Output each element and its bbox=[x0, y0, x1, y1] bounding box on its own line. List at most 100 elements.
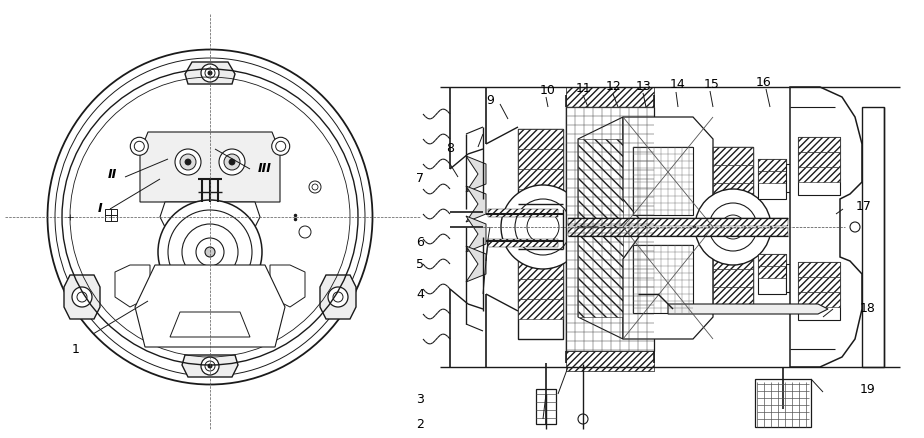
Bar bbox=[713, 184, 753, 201]
Circle shape bbox=[219, 150, 245, 176]
Circle shape bbox=[578, 414, 588, 424]
Bar bbox=[568, 229, 788, 237]
Circle shape bbox=[201, 65, 219, 83]
Text: 13: 13 bbox=[636, 79, 651, 92]
Text: 16: 16 bbox=[756, 75, 772, 88]
Text: 6: 6 bbox=[416, 235, 424, 248]
Text: 17: 17 bbox=[856, 200, 872, 213]
Bar bbox=[758, 254, 786, 294]
Circle shape bbox=[229, 159, 235, 166]
Bar bbox=[518, 299, 563, 319]
Bar bbox=[518, 259, 563, 279]
Bar bbox=[798, 168, 840, 183]
Polygon shape bbox=[466, 216, 486, 252]
Circle shape bbox=[175, 150, 201, 176]
Bar bbox=[758, 172, 786, 184]
Bar bbox=[713, 148, 753, 208]
Circle shape bbox=[158, 201, 262, 304]
Bar bbox=[633, 148, 693, 215]
Bar bbox=[786, 165, 804, 193]
Text: 3: 3 bbox=[416, 392, 424, 406]
Circle shape bbox=[850, 223, 860, 233]
Circle shape bbox=[201, 357, 219, 375]
Polygon shape bbox=[466, 247, 486, 283]
Circle shape bbox=[309, 182, 321, 194]
Bar bbox=[713, 251, 753, 269]
Polygon shape bbox=[320, 276, 356, 319]
Text: I: I bbox=[98, 201, 103, 214]
Text: 19: 19 bbox=[860, 383, 876, 396]
Circle shape bbox=[208, 364, 212, 368]
Bar bbox=[518, 170, 563, 190]
Text: 18: 18 bbox=[860, 301, 876, 314]
Bar bbox=[798, 292, 840, 307]
Text: 9: 9 bbox=[486, 93, 493, 106]
Bar bbox=[798, 138, 840, 153]
Circle shape bbox=[695, 190, 771, 265]
Bar bbox=[518, 130, 563, 209]
Text: 15: 15 bbox=[704, 78, 720, 90]
Bar bbox=[798, 262, 840, 277]
Bar bbox=[518, 150, 563, 170]
Polygon shape bbox=[185, 63, 235, 85]
Circle shape bbox=[208, 72, 212, 76]
Circle shape bbox=[299, 226, 311, 238]
Circle shape bbox=[272, 138, 290, 156]
Text: 10: 10 bbox=[540, 83, 556, 96]
Polygon shape bbox=[160, 202, 260, 227]
Polygon shape bbox=[790, 88, 862, 367]
Text: II: II bbox=[108, 168, 117, 181]
Bar bbox=[713, 269, 753, 287]
Bar bbox=[713, 251, 753, 311]
Bar bbox=[713, 287, 753, 305]
Polygon shape bbox=[140, 133, 280, 202]
Bar bbox=[786, 265, 804, 292]
Bar bbox=[798, 277, 840, 292]
Bar bbox=[758, 159, 786, 200]
Polygon shape bbox=[64, 276, 100, 319]
Bar bbox=[488, 240, 558, 247]
Bar bbox=[518, 259, 563, 339]
Bar bbox=[713, 148, 753, 166]
Text: 11: 11 bbox=[576, 81, 591, 94]
Text: 1: 1 bbox=[72, 343, 79, 356]
Text: 7: 7 bbox=[416, 171, 424, 184]
Bar bbox=[566, 351, 654, 371]
Polygon shape bbox=[668, 304, 828, 314]
Bar bbox=[798, 138, 840, 195]
Polygon shape bbox=[623, 118, 713, 339]
Bar bbox=[488, 209, 558, 218]
Bar bbox=[566, 88, 654, 108]
Circle shape bbox=[328, 287, 348, 307]
Bar bbox=[536, 389, 556, 424]
Text: 4: 4 bbox=[416, 288, 424, 301]
Bar bbox=[862, 108, 884, 367]
Bar bbox=[633, 245, 693, 313]
Polygon shape bbox=[466, 157, 486, 193]
Circle shape bbox=[205, 247, 215, 258]
Bar bbox=[518, 279, 563, 299]
Text: 8: 8 bbox=[446, 141, 454, 154]
Text: 14: 14 bbox=[670, 78, 686, 91]
Polygon shape bbox=[270, 265, 305, 307]
Polygon shape bbox=[466, 187, 486, 223]
Text: 12: 12 bbox=[606, 80, 622, 93]
Polygon shape bbox=[135, 265, 285, 347]
Circle shape bbox=[72, 287, 92, 307]
Polygon shape bbox=[182, 355, 238, 377]
Circle shape bbox=[180, 155, 196, 171]
Bar bbox=[758, 266, 786, 279]
Bar bbox=[578, 140, 623, 227]
Polygon shape bbox=[115, 265, 150, 307]
Bar bbox=[798, 262, 840, 320]
Bar bbox=[713, 166, 753, 184]
Circle shape bbox=[185, 159, 191, 166]
Bar bbox=[566, 108, 654, 351]
Circle shape bbox=[130, 279, 148, 297]
Bar bbox=[758, 254, 786, 266]
Bar bbox=[518, 130, 563, 150]
Circle shape bbox=[224, 155, 240, 171]
Text: 2: 2 bbox=[416, 417, 424, 431]
Text: III: III bbox=[258, 161, 272, 174]
Circle shape bbox=[272, 279, 290, 297]
